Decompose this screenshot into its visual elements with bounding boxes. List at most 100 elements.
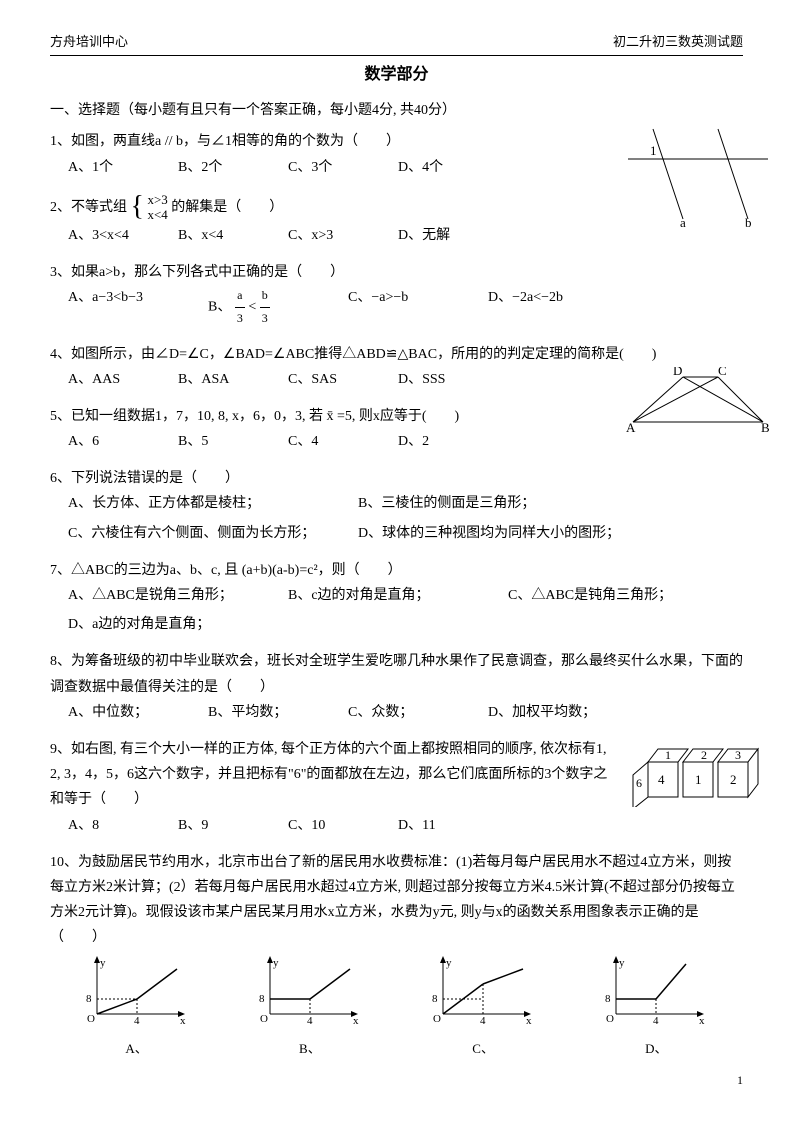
q3-opt-a: A、a−3<b−3	[68, 285, 208, 329]
svg-text:2: 2	[701, 748, 707, 762]
svg-text:1: 1	[695, 772, 702, 787]
q1-opt-d: D、4个	[398, 155, 508, 180]
q10-stem: 10、为鼓励居民节约用水，北京市出台了新的居民用水收费标准：(1)若每月每户居民…	[50, 850, 743, 951]
svg-text:8: 8	[86, 993, 92, 1005]
svg-text:1: 1	[665, 748, 671, 762]
question-8: 8、为筹备班级的初中毕业联欢会，班长对全班学生爱吃哪几种水果作了民意调查，那么最…	[50, 649, 743, 729]
q6-stem: 6、下列说法错误的是（ ）	[50, 466, 743, 491]
svg-text:C: C	[718, 367, 727, 378]
q4-opt-c: C、SAS	[288, 367, 398, 392]
q4-opt-b: B、ASA	[178, 367, 288, 392]
q10-graph-a: y x O 8 4 A、	[82, 954, 192, 1060]
svg-text:x: x	[699, 1015, 705, 1027]
q2-opt-d: D、无解	[398, 223, 508, 248]
q7-stem: 7、△ABC的三边为a、b、c, 且 (a+b)(a-b)=c²，则（ ）	[50, 558, 743, 583]
q4-opt-a: A、AAS	[68, 367, 178, 392]
q3-stem: 3、如果a>b，那么下列各式中正确的是（ ）	[50, 260, 743, 285]
cube-3: 2 3	[718, 748, 758, 797]
svg-text:y: y	[100, 957, 106, 969]
q2-ineq2: x<4	[147, 207, 167, 222]
question-6: 6、下列说法错误的是（ ） A、长方体、正方体都是棱柱； B、三棱住的侧面是三角…	[50, 466, 743, 550]
q5-opt-b: B、5	[178, 429, 288, 454]
q6-opt-a: A、长方体、正方体都是棱柱；	[68, 491, 358, 516]
angle-1-label: 1	[650, 143, 657, 158]
header-right: 初二升初三数英测试题	[613, 30, 743, 53]
line-b-label: b	[745, 215, 752, 229]
q8-opt-b: B、平均数；	[208, 700, 348, 725]
q7-opt-b: B、c边的对角是直角；	[288, 583, 508, 608]
svg-text:4: 4	[307, 1015, 313, 1027]
q8-opt-a: A、中位数；	[68, 700, 208, 725]
q5-opt-c: C、4	[288, 429, 398, 454]
q7-opt-d: D、a边的对角是直角；	[68, 612, 288, 637]
page-title: 数学部分	[50, 61, 743, 90]
q10-graph-c: y x O 8 4 C、	[428, 954, 538, 1060]
q8-stem: 8、为筹备班级的初中毕业联欢会，班长对全班学生爱吃哪几种水果作了民意调查，那么最…	[50, 649, 743, 699]
q5-opt-a: A、6	[68, 429, 178, 454]
q7-opt-c: C、△ABC是钝角三角形；	[508, 583, 728, 608]
svg-text:8: 8	[259, 993, 265, 1005]
question-3: 3、如果a>b，那么下列各式中正确的是（ ） A、a−3<b−3 B、 a3 <…	[50, 260, 743, 333]
q8-opt-c: C、众数；	[348, 700, 488, 725]
svg-text:3: 3	[735, 748, 741, 762]
question-5: 5、已知一组数据1，7，10, 8, x，6，0，3, 若 x̄ =5, 则x应…	[50, 404, 743, 458]
svg-text:4: 4	[134, 1015, 140, 1027]
cube-1: 4 1 6	[633, 748, 688, 807]
q5-opt-d: D、2	[398, 429, 508, 454]
svg-text:x: x	[526, 1015, 532, 1027]
question-4: 4、如图所示，由∠D=∠C，∠BAD=∠ABC推得△ABD≌△BAC，所用的的判…	[50, 342, 743, 396]
question-9: 9、如右图, 有三个大小一样的正方体, 每个正方体的六个面上都按照相同的顺序, …	[50, 737, 743, 842]
q2-ineq1: x>3	[147, 192, 167, 207]
q8-opt-d: D、加权平均数；	[488, 700, 628, 725]
q2-opt-a: A、3<x<4	[68, 223, 178, 248]
svg-text:4: 4	[480, 1015, 486, 1027]
svg-text:x: x	[353, 1015, 359, 1027]
svg-text:8: 8	[432, 993, 438, 1005]
page-header: 方舟培训中心 初二升初三数英测试题	[50, 30, 743, 56]
svg-text:O: O	[433, 1013, 441, 1025]
q3-opt-b: B、 a3 < b3	[208, 285, 348, 329]
page-number: 1	[50, 1070, 743, 1092]
q1-opt-c: C、3个	[288, 155, 398, 180]
question-2: 2、不等式组 { x>3 x<4 的解集是（ ） A、3<x<4 B、x<4 C…	[50, 192, 743, 252]
q6-opt-c: C、六棱住有六个侧面、侧面为长方形；	[68, 521, 358, 546]
header-left: 方舟培训中心	[50, 30, 128, 53]
q9-opt-d: D、11	[398, 813, 508, 838]
svg-text:6: 6	[636, 776, 642, 790]
svg-text:y: y	[273, 957, 279, 969]
q9-opt-a: A、8	[68, 813, 178, 838]
svg-text:2: 2	[730, 772, 737, 787]
q2-opt-b: B、x<4	[178, 223, 288, 248]
svg-text:4: 4	[658, 772, 665, 787]
q9-figure: 4 1 6 1 2 2 3	[623, 737, 773, 816]
q2-opt-c: C、x>3	[288, 223, 398, 248]
question-7: 7、△ABC的三边为a、b、c, 且 (a+b)(a-b)=c²，则（ ） A、…	[50, 558, 743, 642]
svg-text:y: y	[619, 957, 625, 969]
q4-stem: 4、如图所示，由∠D=∠C，∠BAD=∠ABC推得△ABD≌△BAC，所用的的判…	[50, 342, 743, 367]
q3-opt-d: D、−2a<−2b	[488, 285, 628, 329]
q5-stem: 5、已知一组数据1，7，10, 8, x，6，0，3, 若 x̄ =5, 则x应…	[50, 404, 743, 429]
q1-opt-b: B、2个	[178, 155, 288, 180]
q3-opt-c: C、−a>−b	[348, 285, 488, 329]
svg-text:D: D	[673, 367, 682, 378]
q9-stem: 9、如右图, 有三个大小一样的正方体, 每个正方体的六个面上都按照相同的顺序, …	[50, 737, 610, 813]
q6-opt-d: D、球体的三种视图均为同样大小的图形；	[358, 521, 658, 546]
q4-opt-d: D、SSS	[398, 367, 508, 392]
q2-prefix: 2、不等式组	[50, 200, 127, 215]
q7-opt-a: A、△ABC是锐角三角形；	[68, 583, 288, 608]
q6-opt-b: B、三棱住的侧面是三角形；	[358, 491, 658, 516]
q10-graph-d: y x O 8 4 D、	[601, 954, 711, 1060]
svg-text:O: O	[606, 1013, 614, 1025]
svg-text:x: x	[180, 1015, 186, 1027]
q9-opt-c: C、10	[288, 813, 398, 838]
q10-graph-b: y x O 8 4 B、	[255, 954, 365, 1060]
cube-2: 1 2	[683, 748, 723, 797]
svg-text:O: O	[260, 1013, 268, 1025]
question-10: 10、为鼓励居民节约用水，北京市出台了新的居民用水收费标准：(1)若每月每户居民…	[50, 850, 743, 1061]
svg-text:4: 4	[653, 1015, 659, 1027]
q2-suffix: 的解集是（ ）	[171, 200, 283, 215]
question-1: 1、如图，两直线a // b，与∠1相等的角的个数为（ ） A、1个 B、2个 …	[50, 129, 743, 183]
q9-opt-b: B、9	[178, 813, 288, 838]
svg-text:B: B	[761, 420, 770, 435]
brace-icon: {	[131, 193, 144, 221]
